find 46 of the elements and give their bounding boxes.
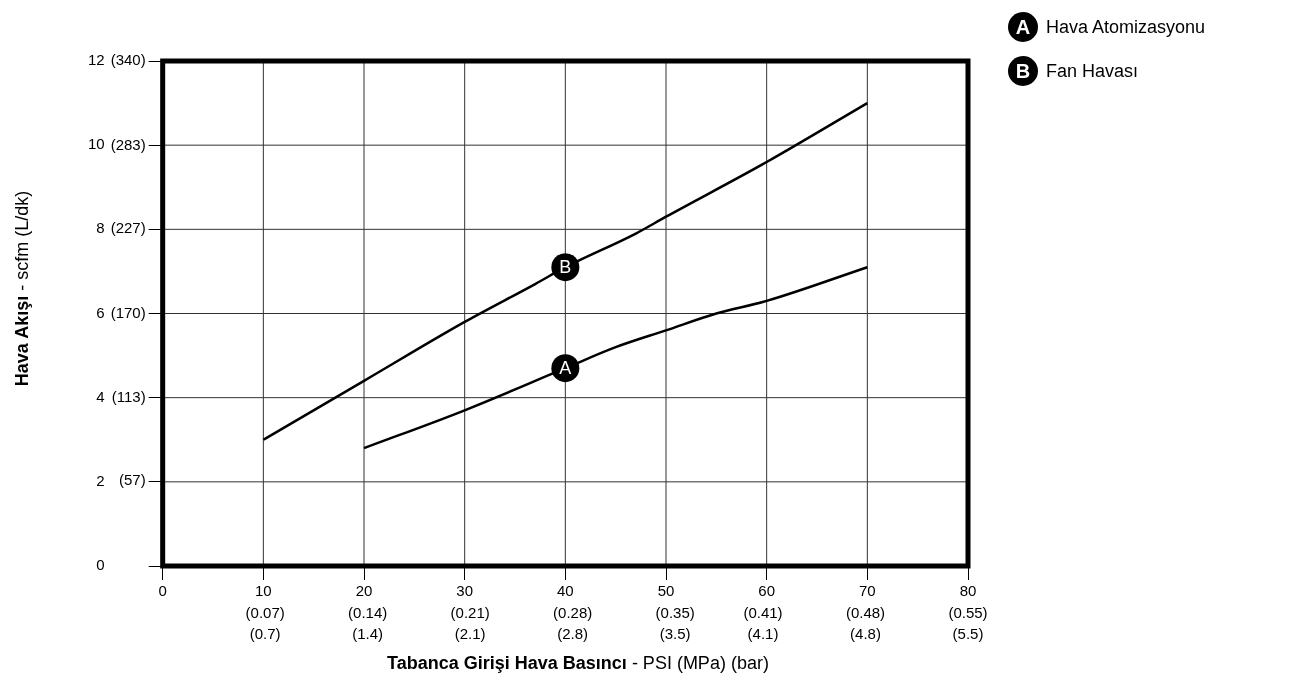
y-tick-label: 12: [88, 51, 105, 69]
text: (5.5): [952, 624, 984, 642]
text: B: [1015, 59, 1031, 82]
x2-tick-label: (0.35): [655, 603, 695, 621]
x2-tick-label: (0.48): [845, 603, 886, 621]
y-tick-label: 2: [96, 471, 105, 489]
x-tick-label: 60: [758, 582, 776, 600]
x-tick-label: 10: [255, 582, 272, 600]
text: (1.4): [352, 624, 384, 642]
text: (3.5): [659, 624, 691, 642]
text: (2.1): [454, 624, 486, 642]
x2-tick-label: (0.28): [553, 603, 593, 621]
y-axis-title: Hava Akışı - scfm (L/dk): [12, 190, 33, 386]
y2-tick-label: (170): [110, 303, 146, 321]
x2-tick-label: (0.07): [245, 603, 285, 621]
x-tick-label: 30: [456, 582, 474, 600]
x-tick-label: 50: [657, 582, 675, 600]
x-tick-label: 70: [858, 582, 876, 600]
text: (4.8): [850, 624, 881, 642]
y2-tick-label: (340): [110, 51, 146, 69]
y2-tick-label: (57): [119, 471, 146, 489]
text: (2.8): [557, 624, 589, 642]
x2-tick-label: (0.55): [948, 603, 988, 621]
x-tick-label: 80: [959, 582, 977, 600]
x-axis-title: Tabanca Girişi Hava Basıncı - PSI (MPa) (bar): [387, 653, 769, 673]
x-tick-label: 0: [158, 582, 167, 600]
y2-tick-label: (113): [111, 388, 146, 406]
y-tick-label: 6: [96, 303, 105, 321]
annotation: B: [559, 257, 572, 278]
y-tick-label: 0: [96, 556, 105, 574]
y2-tick-label: (283): [110, 135, 146, 153]
annotation: A: [559, 358, 572, 379]
x2-tick-label: (0.41): [743, 603, 783, 621]
y-tick-label: 10: [88, 135, 105, 153]
text: (0.7): [249, 624, 281, 642]
text: (4.1): [747, 624, 779, 642]
x2-tick-label: (0.21): [450, 603, 490, 621]
legend-label: Hava Atomizasyonu: [1046, 16, 1206, 38]
x2-tick-label: (0.14): [348, 603, 388, 621]
y-tick-label: 4: [96, 387, 105, 405]
x-tick-label: 40: [557, 582, 574, 600]
legend-label: Fan Havası: [1046, 60, 1139, 82]
x-tick-label: 20: [355, 582, 373, 600]
y-tick-label: 8: [96, 219, 105, 237]
y2-tick-label: (227): [110, 218, 146, 236]
text: A: [1015, 15, 1031, 38]
